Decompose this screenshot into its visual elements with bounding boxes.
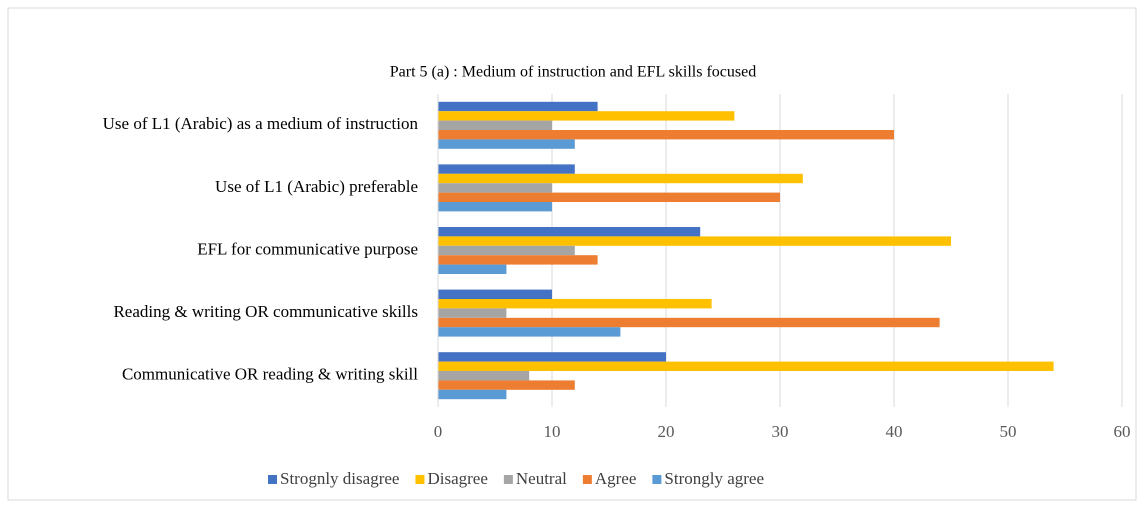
bar	[438, 130, 894, 140]
bar	[438, 192, 780, 202]
y-tick-label: Use of L1 (Arabic) preferable	[215, 177, 418, 196]
x-tick-label: 10	[544, 422, 561, 441]
bar	[438, 227, 701, 237]
bar	[438, 202, 552, 212]
bar	[438, 389, 507, 400]
y-tick-label: Use of L1 (Arabic) as a medium of instru…	[103, 114, 419, 133]
bar	[438, 255, 598, 265]
bar	[438, 120, 552, 130]
bar	[438, 352, 666, 362]
legend-swatch	[503, 475, 513, 484]
bar	[438, 236, 951, 246]
bar	[438, 361, 1054, 371]
bar	[438, 371, 530, 381]
x-tick-label: 60	[1114, 422, 1131, 441]
x-tick-label: 30	[772, 422, 789, 441]
legend-label: Strognly disagree	[280, 469, 399, 488]
bar	[438, 101, 598, 112]
y-tick-label: Communicative OR reading & writing skill	[122, 365, 418, 384]
bar	[438, 380, 575, 390]
bar	[438, 289, 552, 299]
legend-swatch	[582, 475, 592, 484]
legend-label: Strongly agree	[664, 469, 764, 488]
bar	[438, 139, 575, 149]
bar	[438, 164, 575, 174]
x-tick-label: 50	[1000, 422, 1017, 441]
x-tick-label: 20	[658, 422, 675, 441]
chart-title: Part 5 (a) : Medium of instruction and E…	[390, 64, 756, 81]
bar	[438, 173, 803, 184]
legend-label: Agree	[595, 469, 637, 488]
bar	[438, 317, 940, 328]
legend-label: Neutral	[516, 469, 567, 488]
y-tick-label: Reading & writing OR communicative skill…	[113, 302, 418, 321]
x-tick-label: 40	[886, 422, 903, 441]
bar	[438, 245, 575, 256]
legend-swatch	[415, 475, 425, 484]
bar	[438, 183, 552, 193]
bar	[438, 327, 621, 337]
bar	[438, 264, 507, 274]
legend-swatch	[268, 475, 277, 484]
legend-swatch	[652, 475, 662, 484]
x-tick-label: 0	[434, 422, 443, 441]
y-tick-label: EFL for communicative purpose	[197, 239, 418, 258]
bar	[438, 299, 712, 309]
legend-label: Disagree	[427, 469, 487, 488]
bar	[438, 308, 507, 318]
bar	[438, 111, 735, 121]
